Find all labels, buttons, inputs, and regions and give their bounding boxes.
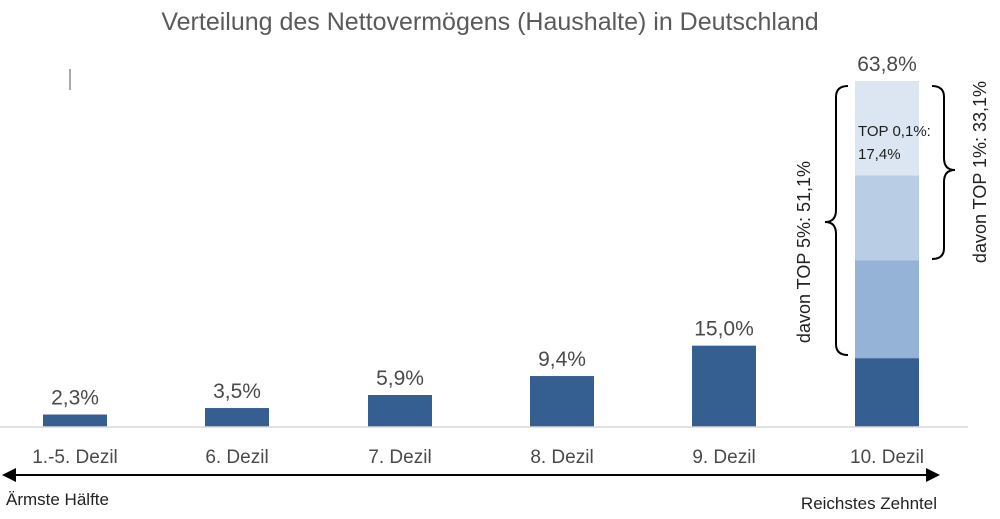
value-label-5: 15,0% (694, 318, 754, 341)
top-decile-segment-4 (855, 81, 919, 176)
top1-annotation: davon TOP 1%: 33,1% (970, 81, 990, 263)
top-decile-segment-1 (855, 358, 919, 427)
arrow-left-head-icon (2, 468, 16, 482)
arrow-right-head-icon (926, 468, 940, 482)
top01-label-line1: TOP 0,1%: (858, 123, 931, 140)
bar-4 (530, 376, 594, 427)
category-label-1: 1.-5. Dezil (32, 447, 118, 468)
bars-group (43, 81, 919, 427)
category-label-2: 6. Dezil (205, 447, 268, 468)
top-decile-segment-2 (855, 260, 919, 359)
poorest-half-label: Ärmste Hälfte (6, 490, 109, 509)
category-label-4: 8. Dezil (530, 447, 593, 468)
bar-2 (205, 408, 269, 427)
category-label-5: 9. Dezil (692, 447, 755, 468)
value-labels-group: 2,3% 3,5% 5,9% 9,4% 15,0% 63,8% (51, 53, 917, 410)
value-label-4: 9,4% (538, 348, 586, 371)
category-label-6: 10. Dezil (850, 447, 924, 468)
value-label-1: 2,3% (51, 387, 99, 410)
top5-brace (824, 85, 849, 356)
richest-decile-label: Reichstes Zehntel (801, 494, 937, 513)
value-label-6: 63,8% (857, 53, 917, 76)
value-label-3: 5,9% (376, 367, 424, 390)
chart-title: Verteilung des Nettovermögens (Haushalte… (161, 8, 818, 36)
top-decile-segment-3 (855, 175, 919, 261)
bar-1 (43, 414, 107, 427)
bar-3 (368, 395, 432, 427)
category-labels-group: 1.-5. Dezil 6. Dezil 7. Dezil 8. Dezil 9. De… (32, 447, 924, 468)
value-label-2: 3,5% (213, 380, 261, 403)
top5-annotation: davon TOP 5%: 51,1% (794, 161, 814, 343)
top01-label-line2: 17,4% (858, 146, 901, 163)
bar-5 (692, 345, 756, 427)
category-label-3: 7. Dezil (368, 447, 431, 468)
top1-brace (931, 85, 956, 260)
